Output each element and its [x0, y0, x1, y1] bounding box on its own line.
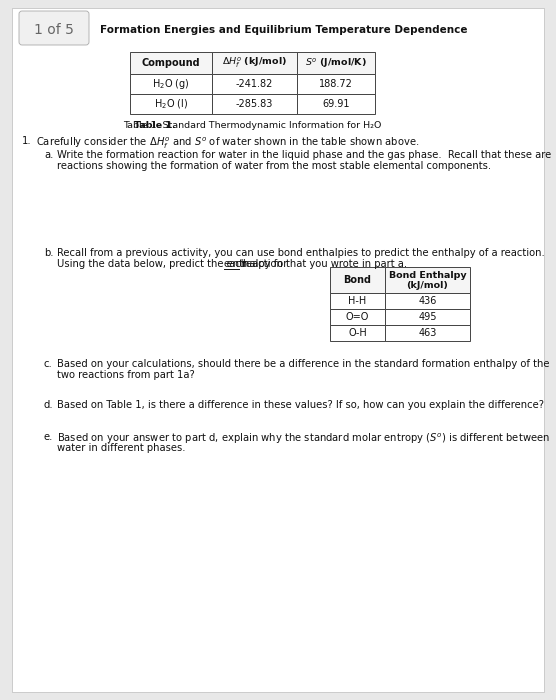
Text: O-H: O-H	[348, 328, 367, 338]
Text: 188.72: 188.72	[319, 79, 353, 89]
Bar	[385, 309, 470, 325]
Text: 69.91: 69.91	[322, 99, 350, 109]
Text: Based on Table 1, is there a difference in these values? If so, how can you expl: Based on Table 1, is there a difference …	[57, 400, 544, 410]
Text: Carefully consider the $\Delta H_f^o$ and $S^o$ of water shown in the table show: Carefully consider the $\Delta H_f^o$ an…	[36, 136, 419, 151]
Text: Write the formation reaction for water in the liquid phase and the gas phase.  R: Write the formation reaction for water i…	[57, 150, 551, 160]
Text: a.: a.	[44, 150, 53, 160]
Text: (kJ/mol): (kJ/mol)	[406, 281, 449, 290]
Text: Using the data below, predict the enthalpy for: Using the data below, predict the enthal…	[57, 259, 290, 269]
Text: Compound: Compound	[142, 58, 200, 68]
Text: two reactions from part 1a?: two reactions from part 1a?	[57, 370, 195, 381]
Bar	[330, 267, 385, 293]
Bar	[385, 293, 470, 309]
Bar	[212, 94, 297, 114]
Bar	[130, 74, 212, 94]
Text: H$_2$O (g): H$_2$O (g)	[152, 77, 190, 91]
Text: -285.83: -285.83	[236, 99, 273, 109]
Text: O=O: O=O	[346, 312, 369, 322]
Bar	[212, 74, 297, 94]
Bar	[330, 309, 385, 325]
Text: $S^o$ (J/mol/K): $S^o$ (J/mol/K)	[305, 56, 367, 70]
Text: Based on your answer to part d, explain why the standard molar entropy ($S^o$) i: Based on your answer to part d, explain …	[57, 431, 550, 446]
Text: 495: 495	[418, 312, 437, 322]
Text: water in different phases.: water in different phases.	[57, 443, 186, 453]
Text: Recall from a previous activity, you can use bond enthalpies to predict the enth: Recall from a previous activity, you can…	[57, 248, 545, 258]
Text: d.: d.	[44, 400, 53, 410]
Bar	[130, 94, 212, 114]
Text: $\Delta H_f^o$ (kJ/mol): $\Delta H_f^o$ (kJ/mol)	[222, 56, 287, 70]
Bar	[330, 293, 385, 309]
Bar	[297, 52, 375, 74]
Bar	[385, 267, 470, 293]
Text: each: each	[224, 259, 248, 269]
Text: 436: 436	[418, 296, 436, 306]
Text: H$_2$O (l): H$_2$O (l)	[154, 97, 188, 111]
Text: Formation Energies and Equilibrium Temperature Dependence: Formation Energies and Equilibrium Tempe…	[100, 25, 468, 35]
Text: e.: e.	[44, 431, 53, 442]
Bar	[297, 74, 375, 94]
Text: reactions showing the formation of water from the most stable elemental componen: reactions showing the formation of water…	[57, 161, 491, 171]
Bar	[297, 94, 375, 114]
Text: b.: b.	[44, 248, 53, 258]
Text: Table 1. Standard Thermodynamic Information for H₂O: Table 1. Standard Thermodynamic Informat…	[123, 121, 381, 130]
Text: H-H: H-H	[349, 296, 366, 306]
Bar	[212, 52, 297, 74]
Text: c.: c.	[44, 359, 53, 369]
Text: 1.: 1.	[22, 136, 32, 146]
Text: Table 1.: Table 1.	[135, 121, 176, 130]
FancyBboxPatch shape	[19, 11, 89, 45]
Text: Based on your calculations, should there be a difference in the standard formati: Based on your calculations, should there…	[57, 359, 549, 369]
Text: 1 of 5: 1 of 5	[34, 23, 74, 37]
Text: Bond: Bond	[344, 275, 371, 285]
Text: 463: 463	[418, 328, 436, 338]
Text: -241.82: -241.82	[236, 79, 273, 89]
Bar	[130, 52, 212, 74]
Text: reaction that you wrote in part a.: reaction that you wrote in part a.	[239, 259, 407, 269]
Bar	[330, 325, 385, 341]
Text: Bond Enthalpy: Bond Enthalpy	[389, 270, 466, 279]
Bar	[385, 325, 470, 341]
